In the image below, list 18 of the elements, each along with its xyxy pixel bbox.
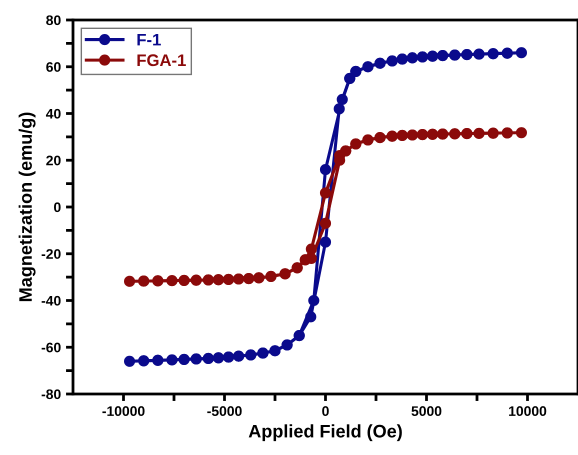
x-tick-label: 10000 bbox=[509, 406, 546, 416]
y-tick-label: -80 bbox=[42, 389, 61, 400]
y-tick-label: 40 bbox=[46, 108, 61, 119]
x-tick-label: 5000 bbox=[411, 406, 442, 416]
x-tick-label: 0 bbox=[322, 406, 329, 416]
x-tick-label: -5000 bbox=[207, 406, 242, 416]
x-tick-label: -10000 bbox=[102, 406, 145, 416]
y-axis-title: Magnetization (emu/g) bbox=[18, 112, 36, 302]
y-tick-label: 60 bbox=[46, 62, 61, 72]
y-tick-label: 0 bbox=[54, 202, 61, 212]
x-axis-title: Applied Field (Oe) bbox=[248, 424, 402, 442]
legend-label: F-1 bbox=[137, 34, 161, 46]
y-tick-label: -60 bbox=[42, 342, 61, 352]
y-tick-label: -20 bbox=[42, 249, 61, 259]
y-tick-label: -40 bbox=[42, 296, 61, 306]
y-tick-label: 20 bbox=[46, 156, 61, 166]
legend-label: FGA-1 bbox=[137, 54, 186, 66]
y-tick-label: 80 bbox=[46, 15, 61, 26]
